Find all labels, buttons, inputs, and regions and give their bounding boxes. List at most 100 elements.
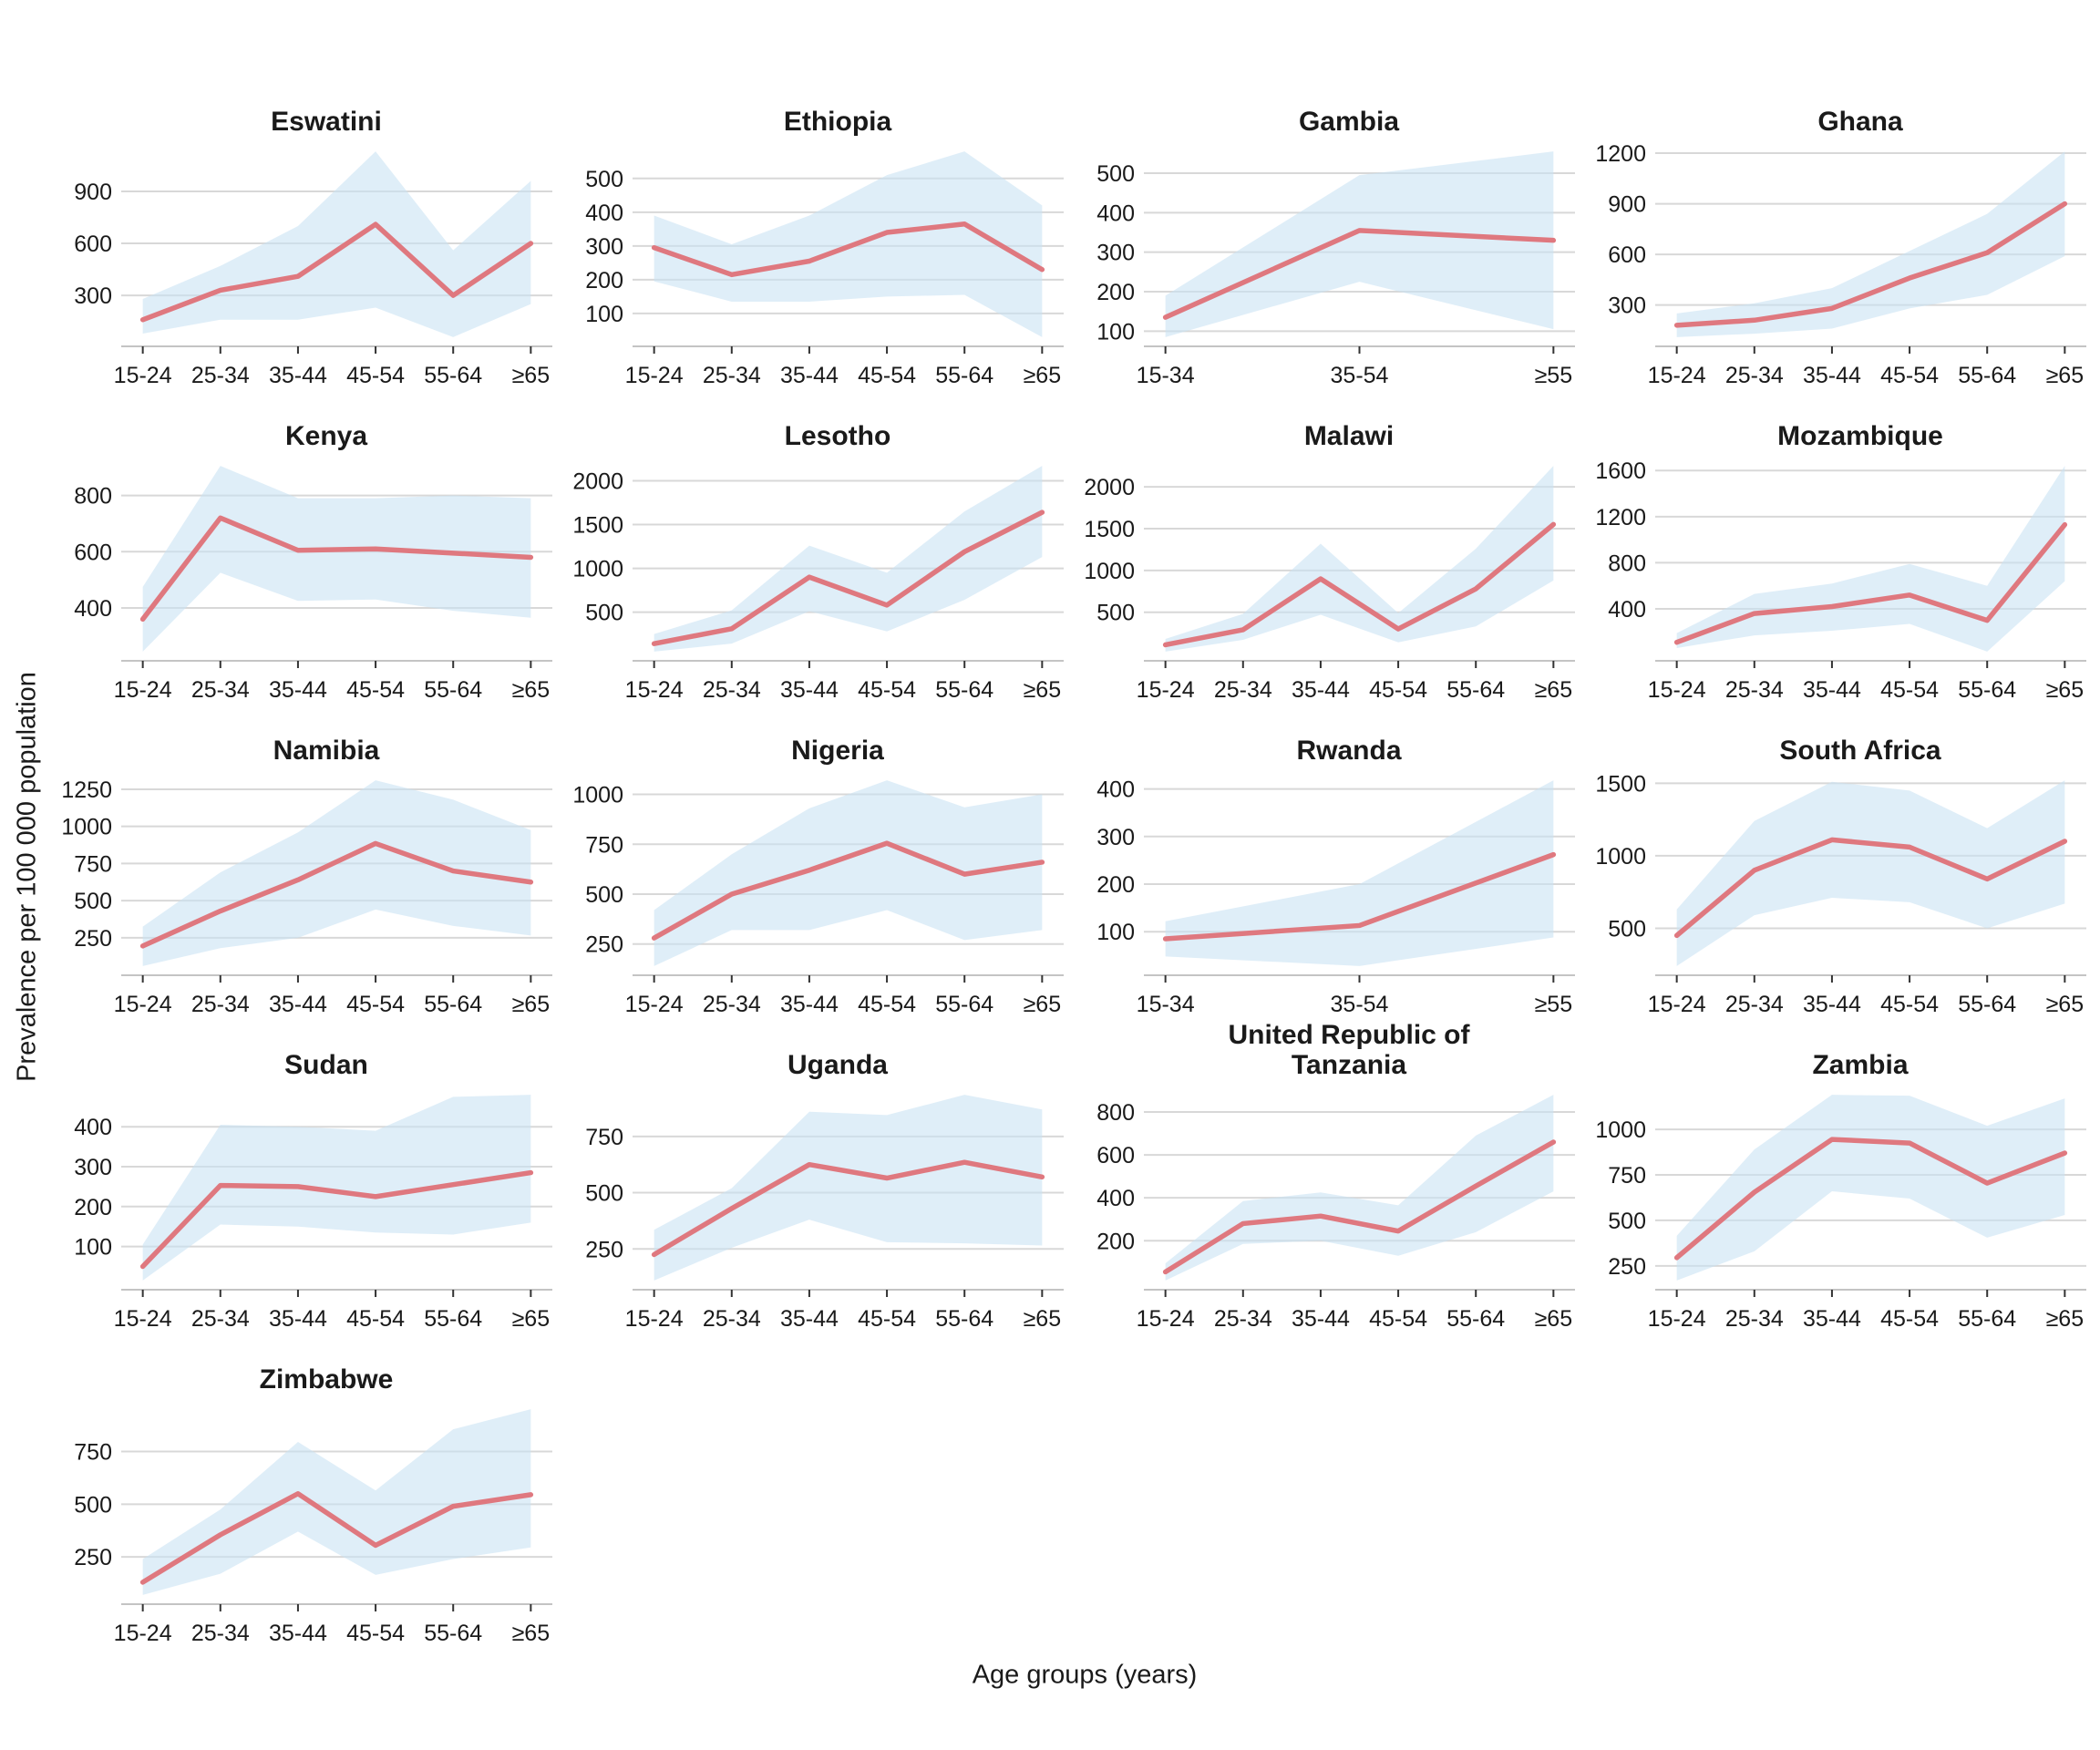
small-multiples-grid: Eswatini 300 600 900 15-24 25-34 35-44 45-54 55-… <box>53 80 2098 1652</box>
x-tick-label: 55-64 <box>1958 1306 2016 1332</box>
panel-zimbabwe: Zimbabwe 250 500 750 15-24 25-34 35-44 45-54 55-… <box>53 1338 564 1652</box>
x-tick-label: 55-64 <box>1958 677 2016 703</box>
panel-title: Zimbabwe <box>108 1338 545 1395</box>
y-tick-label: 1000 <box>61 815 112 840</box>
panel-namibia: Namibia 250 500 750 1000 1250 15-24 25-34 35-44 4… <box>53 709 564 1024</box>
x-tick-label: 15-34 <box>1137 992 1195 1017</box>
x-tick-label: 55-64 <box>424 992 482 1017</box>
x-tick-label: ≥65 <box>2046 677 2085 703</box>
prevalence-line <box>1673 521 2068 645</box>
panel-title-text: Lesotho <box>784 421 891 451</box>
y-tick-label: 2000 <box>1084 475 1135 500</box>
y-tick-label: 600 <box>74 232 112 257</box>
x-tick-label: 55-64 <box>1446 677 1505 703</box>
confidence-band <box>1676 466 2065 652</box>
x-tick-label: 15-24 <box>1648 1306 1706 1332</box>
x-tick-label: 55-64 <box>424 363 482 388</box>
y-tick-label: 800 <box>1608 551 1646 576</box>
y-tick-label: 1000 <box>1595 844 1646 870</box>
confidence-band <box>142 151 531 337</box>
x-tick-label: 35-44 <box>780 992 839 1017</box>
panel-title: Rwanda <box>1130 709 1568 766</box>
panel-title-text: Namibia <box>273 736 380 766</box>
panel-title: Sudan <box>108 1024 545 1080</box>
confidence-band <box>654 466 1043 652</box>
panel-title: Uganda <box>619 1024 1056 1080</box>
x-tick-label: 55-64 <box>935 363 993 388</box>
prevalence-line <box>139 515 534 623</box>
x-tick-label: 15-24 <box>625 677 684 703</box>
y-tick-label: 600 <box>1608 242 1646 268</box>
y-tick-label: 400 <box>74 596 112 622</box>
panel-south-africa: South Africa 500 1000 1500 15-24 25-34 35-44 45… <box>1587 709 2098 1024</box>
x-tick-label: 25-34 <box>1214 1306 1272 1332</box>
panel-title-text: Ghana <box>1817 107 1903 137</box>
prevalence-line <box>651 1159 1045 1258</box>
x-tick-label: 55-64 <box>935 992 993 1017</box>
x-tick-label: 35-44 <box>1803 1306 1861 1332</box>
y-tick-label: 600 <box>74 540 112 565</box>
x-tick-label: ≥65 <box>1535 1306 1573 1332</box>
y-tick-label: 500 <box>585 167 623 192</box>
panel-zambia: Zambia 250 500 750 1000 15-24 25-34 35-44 45-54 5… <box>1587 1024 2098 1338</box>
x-tick-label: 35-44 <box>1803 363 1861 388</box>
y-tick-label: 1500 <box>1595 771 1646 797</box>
y-tick-label: 300 <box>585 234 623 260</box>
panel-plot: 100 200 300 400 15-34 35-54 ≥55 <box>1096 777 1575 1017</box>
x-tick-label: 15-24 <box>114 1621 172 1646</box>
x-tick-label: 55-64 <box>424 1621 482 1646</box>
panel-title: Eswatini <box>108 80 545 137</box>
x-tick-label: 15-24 <box>1648 992 1706 1017</box>
x-tick-label: 25-34 <box>703 1306 761 1332</box>
y-tick-label: 250 <box>74 1545 112 1570</box>
x-tick-label: ≥65 <box>2046 363 2085 388</box>
panel-uganda: Uganda 250 500 750 15-24 25-34 35-44 45-54 55-64… <box>564 1024 1076 1338</box>
panel-title: Zambia <box>1642 1024 2079 1080</box>
x-tick-label: 25-34 <box>191 677 250 703</box>
y-tick-label: 1600 <box>1595 458 1646 484</box>
prevalence-line <box>1673 1137 2068 1261</box>
x-tick-label: 45-54 <box>1880 363 1939 388</box>
y-tick-label: 100 <box>1096 319 1135 345</box>
x-tick-label: 45-54 <box>858 1306 916 1332</box>
x-tick-label: 25-34 <box>1725 363 1784 388</box>
panel-mozambique: Mozambique 400 800 1200 1600 15-24 25-34 35-44 4… <box>1587 395 2098 709</box>
confidence-band <box>654 1095 1043 1281</box>
panel-plot: 100 200 300 400 500 15-34 35-54 ≥55 <box>1096 151 1575 388</box>
x-tick-label: 25-34 <box>703 363 761 388</box>
y-tick-label: 400 <box>1608 597 1646 623</box>
x-tick-label: 25-34 <box>703 992 761 1017</box>
panel-title-text: South Africa <box>1779 736 1941 766</box>
x-tick-label: 35-44 <box>269 1621 327 1646</box>
y-tick-label: 300 <box>1096 825 1135 850</box>
confidence-band <box>1165 151 1554 337</box>
x-tick-label: 35-44 <box>1803 677 1861 703</box>
y-tick-label: 900 <box>1608 192 1646 218</box>
y-tick-label: 900 <box>74 180 112 205</box>
confidence-band <box>1676 1095 2065 1281</box>
panel-sudan: Sudan 100 200 300 400 15-24 25-34 35-44 45-54 55-… <box>53 1024 564 1338</box>
y-tick-label: 250 <box>1608 1254 1646 1280</box>
x-tick-label: ≥65 <box>1024 992 1062 1017</box>
panel-gambia: Gambia 100 200 300 400 500 15-34 35-54 ≥55 <box>1076 80 1587 395</box>
x-tick-label: 25-34 <box>191 1621 250 1646</box>
x-tick-label: 35-44 <box>269 677 327 703</box>
panel-title-text: Sudan <box>284 1050 368 1080</box>
panel-eswatini: Eswatini 300 600 900 15-24 25-34 35-44 45-54 55-… <box>53 80 564 395</box>
panel-plot: 250 500 750 15-24 25-34 35-44 45-54 55-64 ≥65 <box>585 1095 1064 1332</box>
x-tick-label: 35-44 <box>269 1306 327 1332</box>
panel-plot: 100 200 300 400 15-24 25-34 35-44 45-54 55-64 ≥65 <box>74 1095 552 1332</box>
panel-title: Lesotho <box>619 395 1056 451</box>
y-tick-label: 300 <box>1608 293 1646 319</box>
y-tick-label: 1500 <box>1084 517 1135 542</box>
y-tick-label: 250 <box>74 926 112 952</box>
x-tick-label: 45-54 <box>1880 1306 1939 1332</box>
panel-plot: 100 200 300 400 500 15-24 25-34 35-44 45-54 55-64… <box>585 151 1064 388</box>
y-tick-label: 400 <box>585 201 623 226</box>
panel-united-republic-of-tanzania: United Republic of Tanzania 200 400 600 800 1… <box>1076 1020 1587 1338</box>
y-tick-label: 800 <box>1096 1100 1135 1126</box>
panel-plot: 500 1000 1500 2000 15-24 25-34 35-44 45-54 55-64… <box>1084 466 1575 703</box>
panel-title-text: Gambia <box>1298 107 1400 137</box>
panel-title: United Republic of Tanzania <box>1130 1020 1568 1080</box>
x-tick-label: ≥65 <box>1024 363 1062 388</box>
